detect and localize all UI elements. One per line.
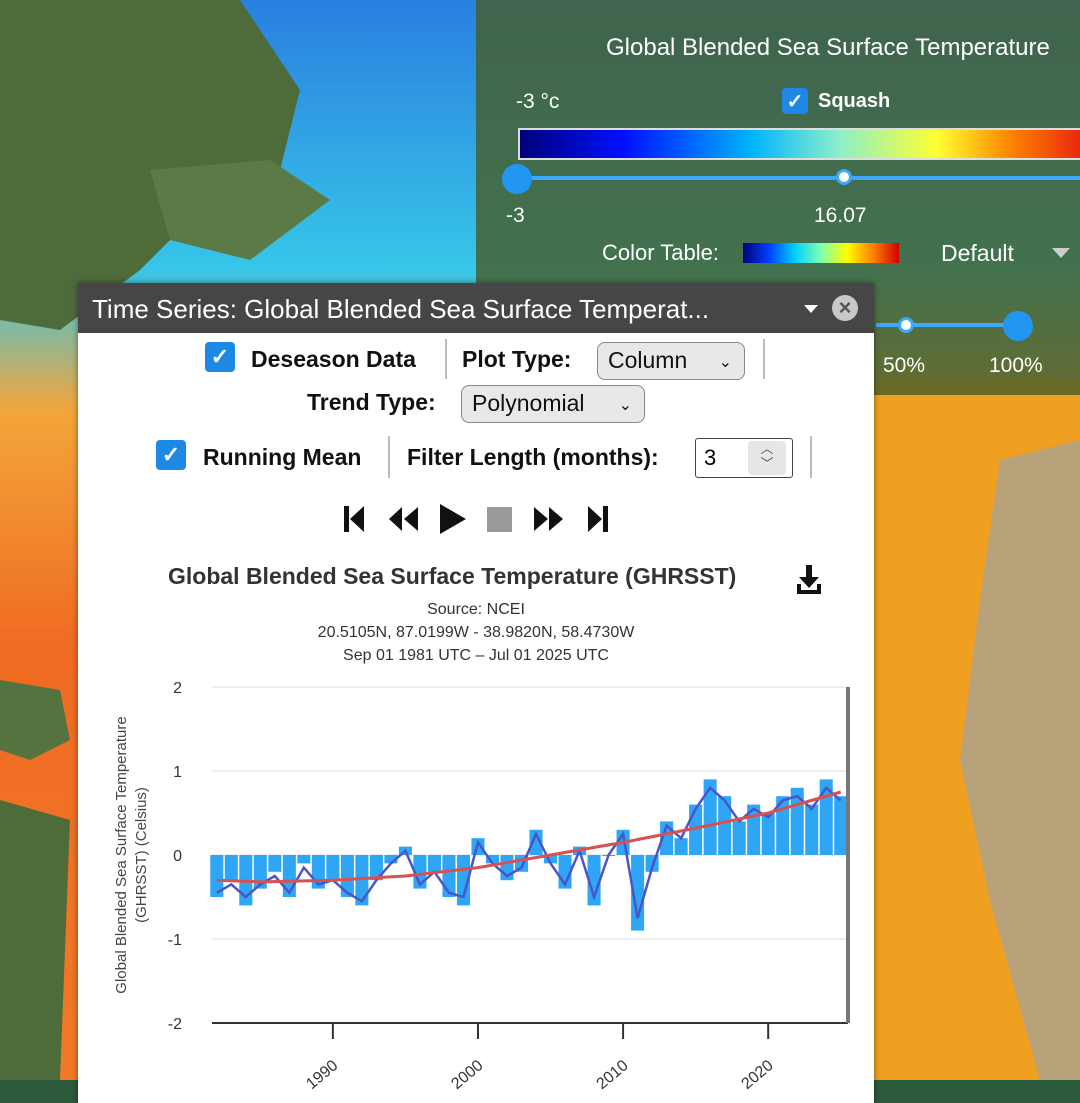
chart-date-range: Sep 01 1981 UTC – Jul 01 2025 UTC: [343, 647, 609, 664]
color-table-select[interactable]: Default: [941, 240, 1014, 266]
data-column: [355, 855, 369, 906]
y-tick-label: -1: [168, 932, 182, 949]
running-mean-checkbox[interactable]: ✓: [156, 440, 186, 470]
range-mid-value: 16.07: [814, 204, 867, 227]
data-column: [718, 796, 732, 855]
playback-controls: [344, 504, 608, 534]
trend-line: [216, 790, 842, 884]
separator: [445, 339, 447, 379]
chevron-down-icon: ⌄: [718, 354, 732, 371]
data-column: [805, 804, 819, 855]
range-slider-track[interactable]: [516, 176, 1080, 180]
separator: [810, 436, 812, 478]
data-column: [297, 855, 311, 864]
running-mean-line: [216, 785, 842, 919]
y-tick-label: 1: [173, 764, 182, 781]
data-column: [703, 779, 717, 855]
data-column: [674, 838, 688, 855]
panel-title: Time Series: Global Blended Sea Surface …: [92, 294, 710, 324]
x-tick-label: 2020: [739, 1057, 777, 1093]
plot-type-select[interactable]: Column ⌄: [597, 342, 745, 380]
opacity-label-100: 100%: [989, 354, 1043, 377]
download-icon[interactable]: [794, 563, 824, 597]
legend-title: Global Blended Sea Surface Temperature: [606, 34, 1050, 61]
y-axis-label: (GHRSST) (Celsius): [133, 787, 150, 923]
data-column: [544, 855, 558, 864]
x-tick-label: 2010: [593, 1057, 631, 1093]
skip-to-end-icon[interactable]: [588, 506, 608, 532]
skip-to-start-icon[interactable]: [344, 506, 364, 532]
opacity-label-50: 50%: [883, 354, 926, 377]
data-column: [427, 855, 441, 872]
range-slider-min-handle[interactable]: [502, 164, 532, 194]
close-icon[interactable]: ×: [832, 295, 858, 321]
range-low-value: -3: [506, 204, 525, 227]
data-column: [268, 855, 282, 872]
x-tick-label: 1990: [303, 1057, 341, 1093]
filter-length-label: Filter Length (months):: [407, 444, 659, 470]
plot-type-label: Plot Type:: [462, 346, 572, 372]
trend-type-value: Polynomial: [472, 390, 585, 416]
collapse-icon[interactable]: [804, 305, 818, 313]
time-series-panel: Time Series: Global Blended Sea Surface …: [78, 283, 874, 1103]
deseason-label: Deseason Data: [251, 346, 416, 372]
chart-region: 20.5105N, 87.0199W - 38.9820N, 58.4730W: [317, 624, 635, 641]
x-tick-label: 2000: [448, 1057, 486, 1093]
data-column: [761, 813, 775, 855]
y-tick-label: 2: [173, 680, 182, 697]
color-table-swatch: [743, 243, 899, 263]
play-icon[interactable]: [440, 504, 466, 534]
data-column: [253, 855, 267, 889]
plot-type-value: Column: [608, 347, 688, 373]
data-column: [340, 855, 354, 897]
range-slider-mid-handle[interactable]: [836, 169, 852, 185]
data-column: [587, 855, 601, 906]
y-axis-label: Global Blended Sea Surface Temperature: [113, 716, 130, 993]
data-column: [210, 855, 224, 897]
running-mean-label: Running Mean: [203, 444, 362, 470]
checkbox-icon[interactable]: ✓: [782, 88, 808, 114]
y-tick-label: 0: [173, 848, 182, 865]
panel-header[interactable]: Time Series: Global Blended Sea Surface …: [78, 283, 874, 333]
chart-source: Source: NCEI: [427, 601, 525, 618]
separator: [763, 339, 765, 379]
y-tick-label: -2: [168, 1016, 182, 1033]
squash-label: Squash: [818, 89, 891, 112]
data-column: [326, 855, 340, 881]
data-column: [631, 855, 645, 931]
time-series-chart: 2 1 0 -1 -2 Global Blended Sea Surface Temper…: [113, 680, 850, 1093]
trend-type-select[interactable]: Polynomial ⌄: [461, 385, 645, 423]
data-column: [224, 855, 238, 881]
rewind-icon[interactable]: [389, 507, 418, 531]
data-column: [384, 855, 398, 864]
chevron-down-icon[interactable]: [1052, 248, 1070, 258]
filter-length-spinner[interactable]: ︿ ﹀: [748, 441, 786, 475]
layer-legend: Global Blended Sea Surface Temperature -…: [476, 0, 1080, 395]
data-column: [834, 796, 848, 855]
data-column: [732, 821, 746, 855]
data-column: [529, 829, 543, 855]
opacity-slider-handle[interactable]: [1003, 311, 1033, 341]
color-scale-bar: [518, 128, 1080, 160]
opacity-slider-track[interactable]: [876, 323, 1026, 327]
chevron-down-icon: ⌄: [618, 397, 632, 414]
legend-min-label: -3 °c: [516, 90, 560, 113]
color-table-label: Color Table:: [602, 240, 719, 265]
fast-forward-icon[interactable]: [534, 507, 563, 531]
stop-icon[interactable]: [487, 507, 512, 532]
chart-title: Global Blended Sea Surface Temperature (…: [168, 563, 737, 589]
opacity-slider-mid-handle[interactable]: [898, 317, 914, 333]
separator: [388, 436, 390, 478]
squash-toggle[interactable]: ✓ Squash: [782, 88, 890, 114]
data-column: [369, 855, 383, 881]
data-column: [485, 855, 500, 864]
deseason-checkbox[interactable]: ✓: [205, 342, 235, 372]
trend-type-label: Trend Type:: [307, 389, 436, 415]
